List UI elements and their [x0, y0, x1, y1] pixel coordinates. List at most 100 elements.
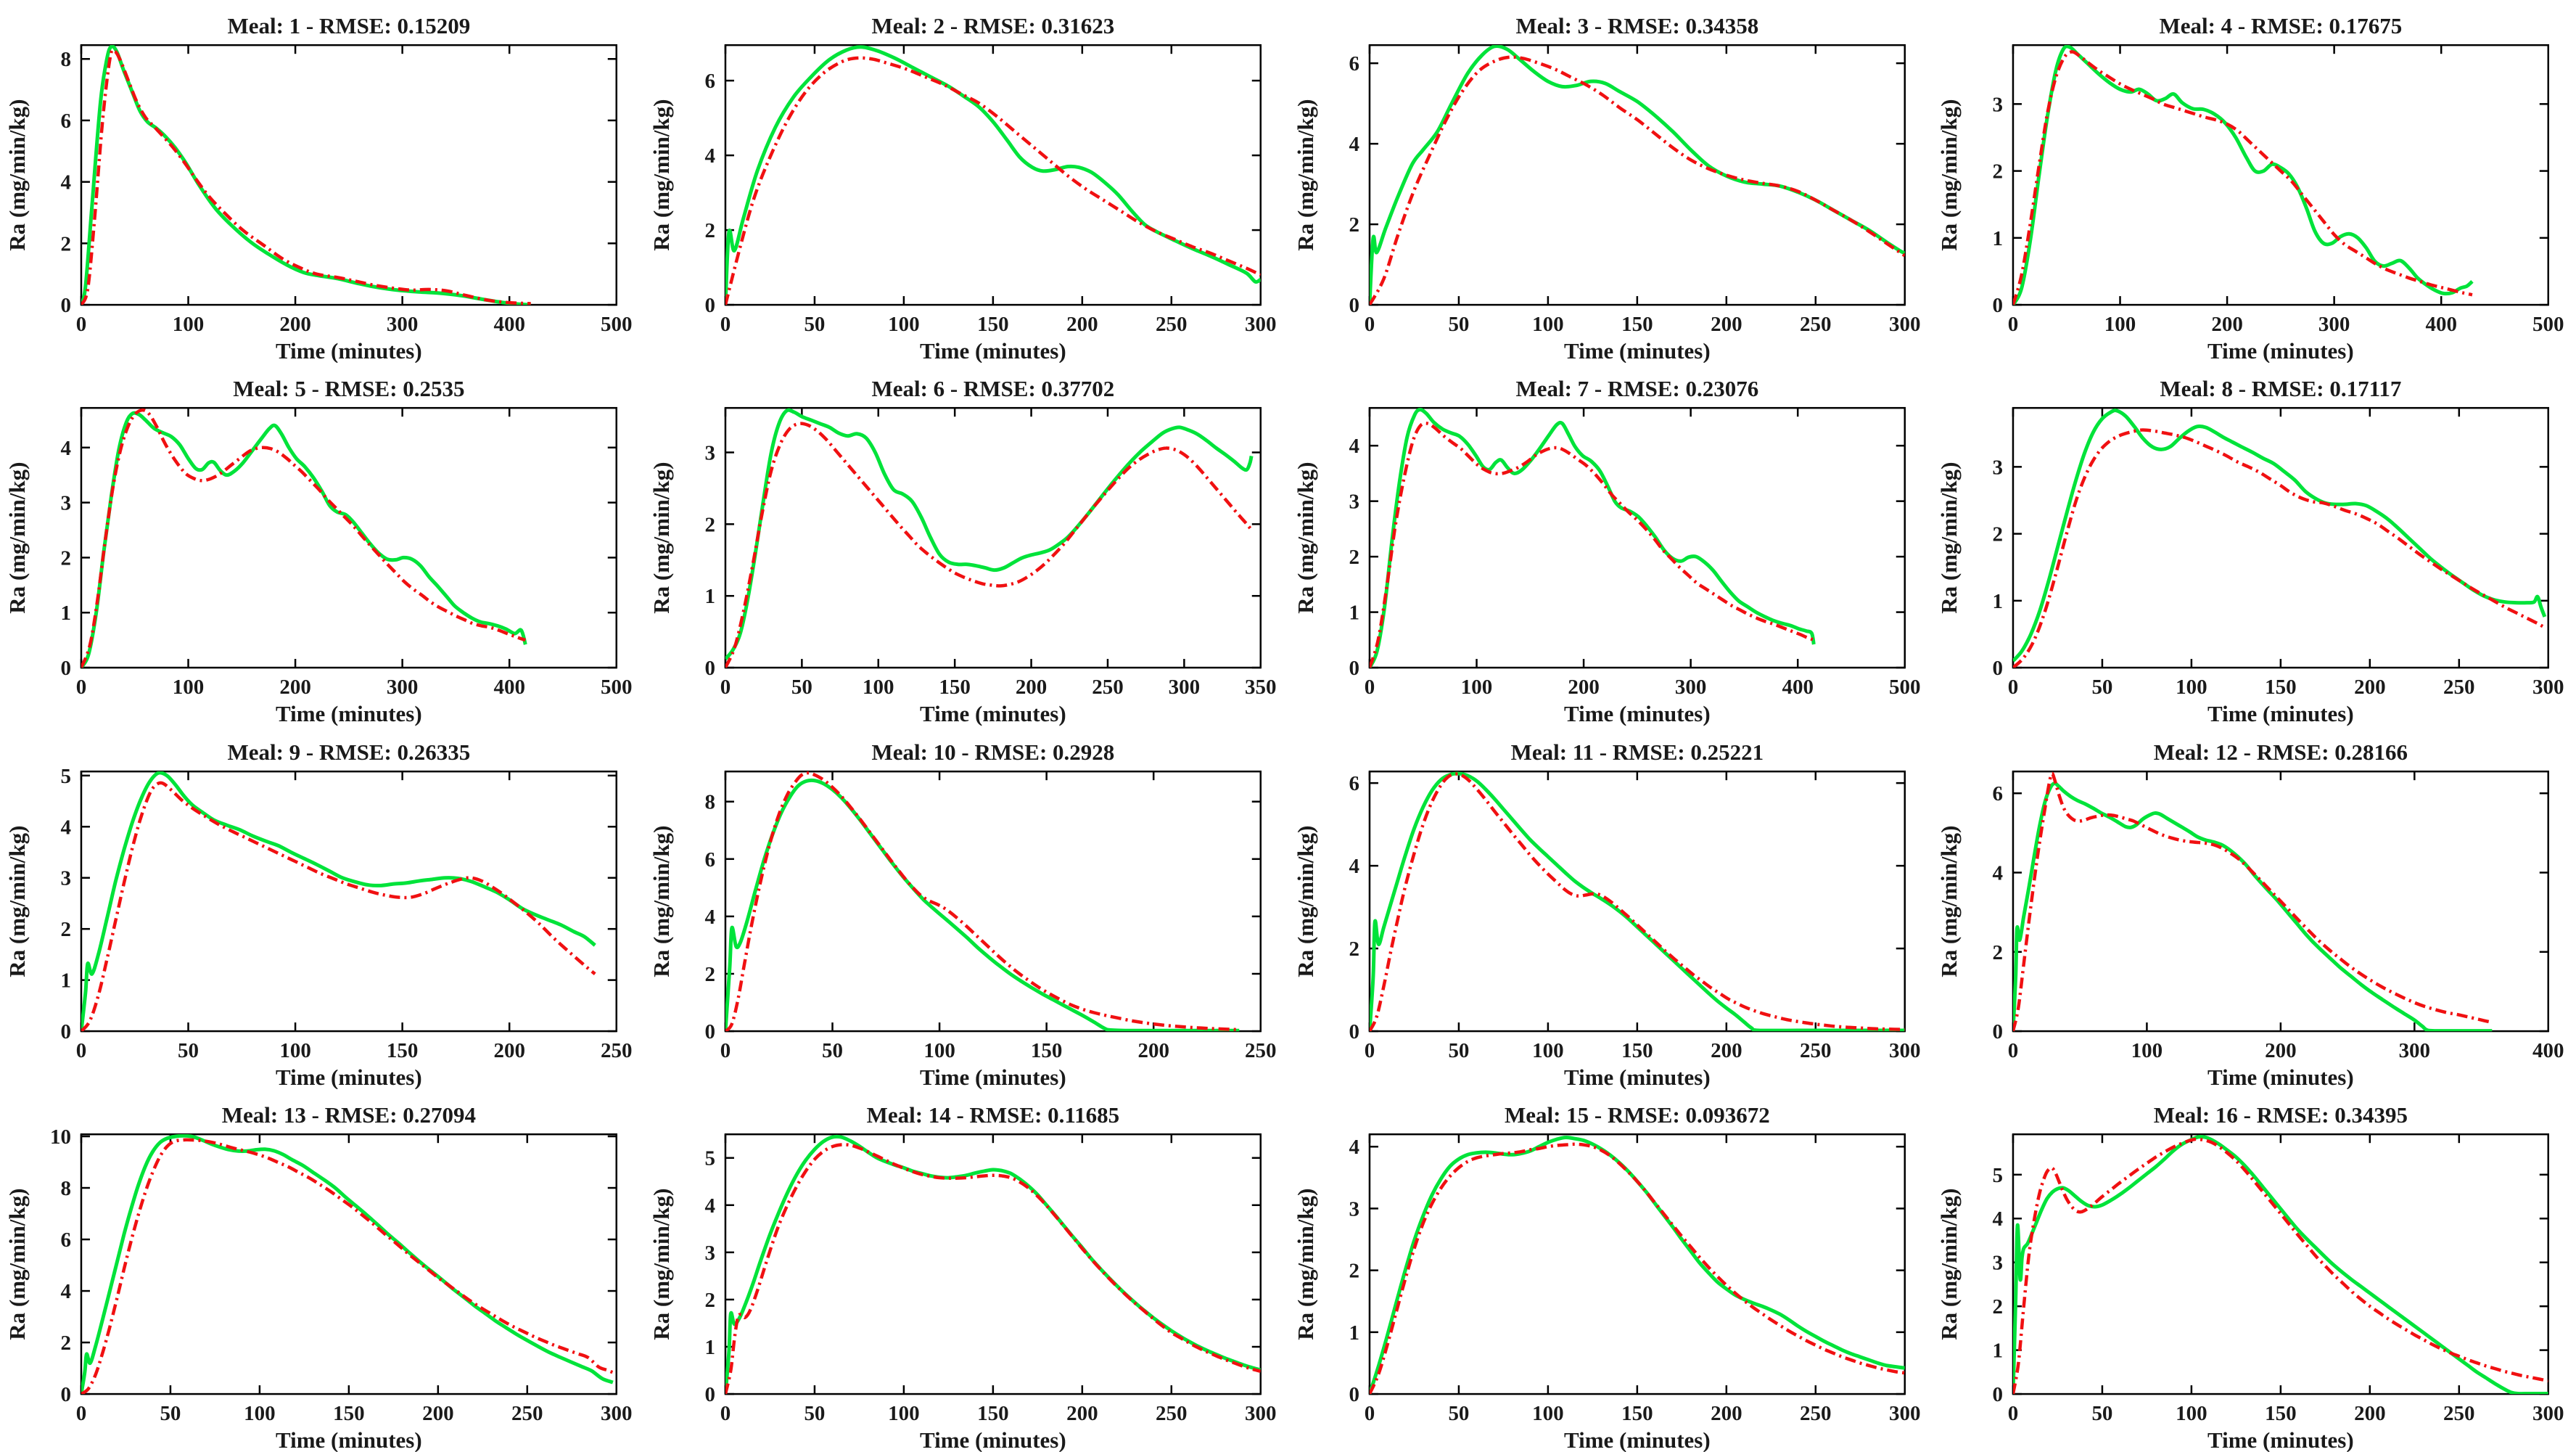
- y-tick-label: 2: [704, 962, 715, 985]
- y-tick-label: 4: [704, 905, 715, 928]
- plot-box: [1368, 770, 1906, 1032]
- x-tick-label: 150: [977, 313, 1008, 336]
- chart-svg-meal-5: Meal: 5 - RMSE: 0.2535 0 100 200 300 400 500 0 1…: [4, 376, 633, 726]
- y-tick-label: 2: [60, 547, 71, 570]
- red-dash-dot-curve: [725, 56, 1261, 305]
- y-axis-label: Ra (mg/min/kg): [1936, 825, 1962, 977]
- x-axis-label: Time (minutes): [276, 1427, 422, 1452]
- x-tick-label: 400: [2532, 1039, 2564, 1062]
- x-tick-label: 150: [1621, 1402, 1653, 1425]
- y-axis-label: Ra (mg/min/kg): [4, 99, 30, 251]
- plot-box: [2012, 407, 2550, 669]
- x-tick-label: 200: [279, 676, 310, 699]
- y-tick-label: 0: [60, 657, 71, 680]
- x-tick-label: 100: [279, 1039, 310, 1062]
- chart-title: Meal: 5 - RMSE: 0.2535: [233, 376, 464, 401]
- chart-title: Meal: 3 - RMSE: 0.34358: [1515, 13, 1758, 38]
- y-tick-label: 2: [60, 232, 71, 255]
- x-tick-label: 150: [2265, 1402, 2296, 1425]
- x-tick-label: 50: [160, 1402, 181, 1425]
- y-tick-label: 4: [60, 816, 71, 839]
- x-tick-label: 50: [822, 1039, 843, 1062]
- y-axis-label: Ra (mg/min/kg): [1936, 99, 1962, 251]
- x-tick-label: 500: [1889, 676, 1920, 699]
- y-tick-label: 2: [1993, 940, 2004, 964]
- x-tick-label: 0: [76, 676, 86, 699]
- x-tick-label: 200: [1711, 313, 1742, 336]
- y-tick-label: 0: [1349, 1020, 1359, 1043]
- x-tick-label: 300: [1168, 676, 1199, 699]
- y-tick-label: 2: [704, 1289, 715, 1312]
- y-axis-label: Ra (mg/min/kg): [649, 462, 674, 614]
- y-tick-label: 1: [1993, 1339, 2004, 1362]
- y-tick-label: 3: [1349, 1197, 1359, 1221]
- x-tick-label: 300: [1674, 676, 1705, 699]
- x-tick-label: 100: [1532, 1402, 1563, 1425]
- red-dash-dot-curve: [725, 1142, 1261, 1394]
- red-dash-dot-curve: [81, 781, 596, 1031]
- x-axis-label: Time (minutes): [920, 701, 1066, 726]
- y-tick-label: 0: [1349, 657, 1359, 680]
- red-dash-dot-curve: [81, 1138, 617, 1394]
- x-tick-label: 150: [387, 1039, 418, 1062]
- y-tick-label: 4: [60, 1280, 71, 1303]
- red-dash-dot-curve: [725, 422, 1253, 668]
- subplot-meal-8: Meal: 8 - RMSE: 0.17117 0 50 100 150 200 250 30…: [1932, 363, 2576, 726]
- x-tick-label: 0: [76, 1402, 86, 1425]
- x-tick-label: 0: [720, 1039, 731, 1062]
- green-solid-curve: [2013, 781, 2493, 1031]
- y-tick-label: 4: [704, 1194, 715, 1218]
- x-axis-label: Time (minutes): [1564, 338, 1711, 363]
- y-tick-label: 1: [60, 602, 71, 625]
- red-dash-dot-curve: [2013, 50, 2473, 305]
- y-tick-label: 3: [704, 1242, 715, 1265]
- x-tick-label: 0: [1364, 313, 1375, 336]
- green-solid-curve: [81, 771, 596, 1031]
- chart-title: Meal: 15 - RMSE: 0.093672: [1504, 1102, 1769, 1128]
- x-tick-label: 200: [1711, 1039, 1742, 1062]
- y-tick-label: 0: [60, 1020, 71, 1043]
- x-tick-label: 250: [1092, 676, 1123, 699]
- x-tick-label: 100: [244, 1402, 275, 1425]
- x-tick-label: 300: [2399, 1039, 2430, 1062]
- x-tick-label: 100: [1460, 676, 1491, 699]
- red-dash-dot-curve: [725, 771, 1240, 1031]
- y-tick-label: 3: [1993, 456, 2004, 480]
- y-tick-label: 0: [1993, 1020, 2004, 1043]
- y-tick-label: 0: [704, 1020, 715, 1043]
- x-tick-label: 0: [720, 1402, 731, 1425]
- x-tick-label: 400: [493, 313, 524, 336]
- y-tick-label: 4: [60, 171, 71, 194]
- y-axis-label: Ra (mg/min/kg): [1936, 462, 1962, 614]
- x-tick-label: 300: [601, 1402, 632, 1425]
- green-solid-curve: [725, 408, 1254, 661]
- y-tick-label: 6: [1349, 772, 1359, 795]
- subplot-meal-16: Meal: 16 - RMSE: 0.34395 0 50 100 150 200 250 3…: [1932, 1089, 2576, 1452]
- x-tick-label: 0: [76, 1039, 86, 1062]
- x-axis-label: Time (minutes): [920, 1065, 1066, 1089]
- plot-box: [1368, 407, 1906, 669]
- subplot-meal-6: Meal: 6 - RMSE: 0.37702 0 50 100 150 200 250 30…: [644, 363, 1288, 726]
- x-tick-label: 200: [2265, 1039, 2296, 1062]
- x-axis-label: Time (minutes): [1564, 1427, 1711, 1452]
- x-tick-label: 50: [2092, 676, 2113, 699]
- green-solid-curve: [81, 411, 527, 668]
- x-tick-label: 150: [977, 1402, 1008, 1425]
- subplot-meal-4: Meal: 4 - RMSE: 0.17675 0 100 200 300 400 500 0…: [1932, 0, 2576, 363]
- y-tick-label: 4: [704, 144, 715, 168]
- x-tick-label: 250: [2443, 1402, 2474, 1425]
- y-tick-label: 2: [1349, 1259, 1359, 1282]
- subplot-meal-3: Meal: 3 - RMSE: 0.34358 0 50 100 150 200 250 30…: [1288, 0, 1933, 363]
- y-axis-label: Ra (mg/min/kg): [1292, 1188, 1317, 1340]
- y-tick-label: 4: [1993, 1207, 2004, 1231]
- x-tick-label: 50: [1448, 313, 1469, 336]
- y-axis-label: Ra (mg/min/kg): [1936, 1188, 1962, 1340]
- subplot-meal-12: Meal: 12 - RMSE: 0.28166 0 100 200 300 400 0 2 4…: [1932, 726, 2576, 1089]
- x-tick-label: 200: [2354, 1402, 2385, 1425]
- green-solid-curve: [1369, 771, 1905, 1031]
- y-tick-label: 6: [60, 1229, 71, 1252]
- x-axis-label: Time (minutes): [920, 338, 1066, 363]
- green-solid-curve: [81, 1133, 614, 1394]
